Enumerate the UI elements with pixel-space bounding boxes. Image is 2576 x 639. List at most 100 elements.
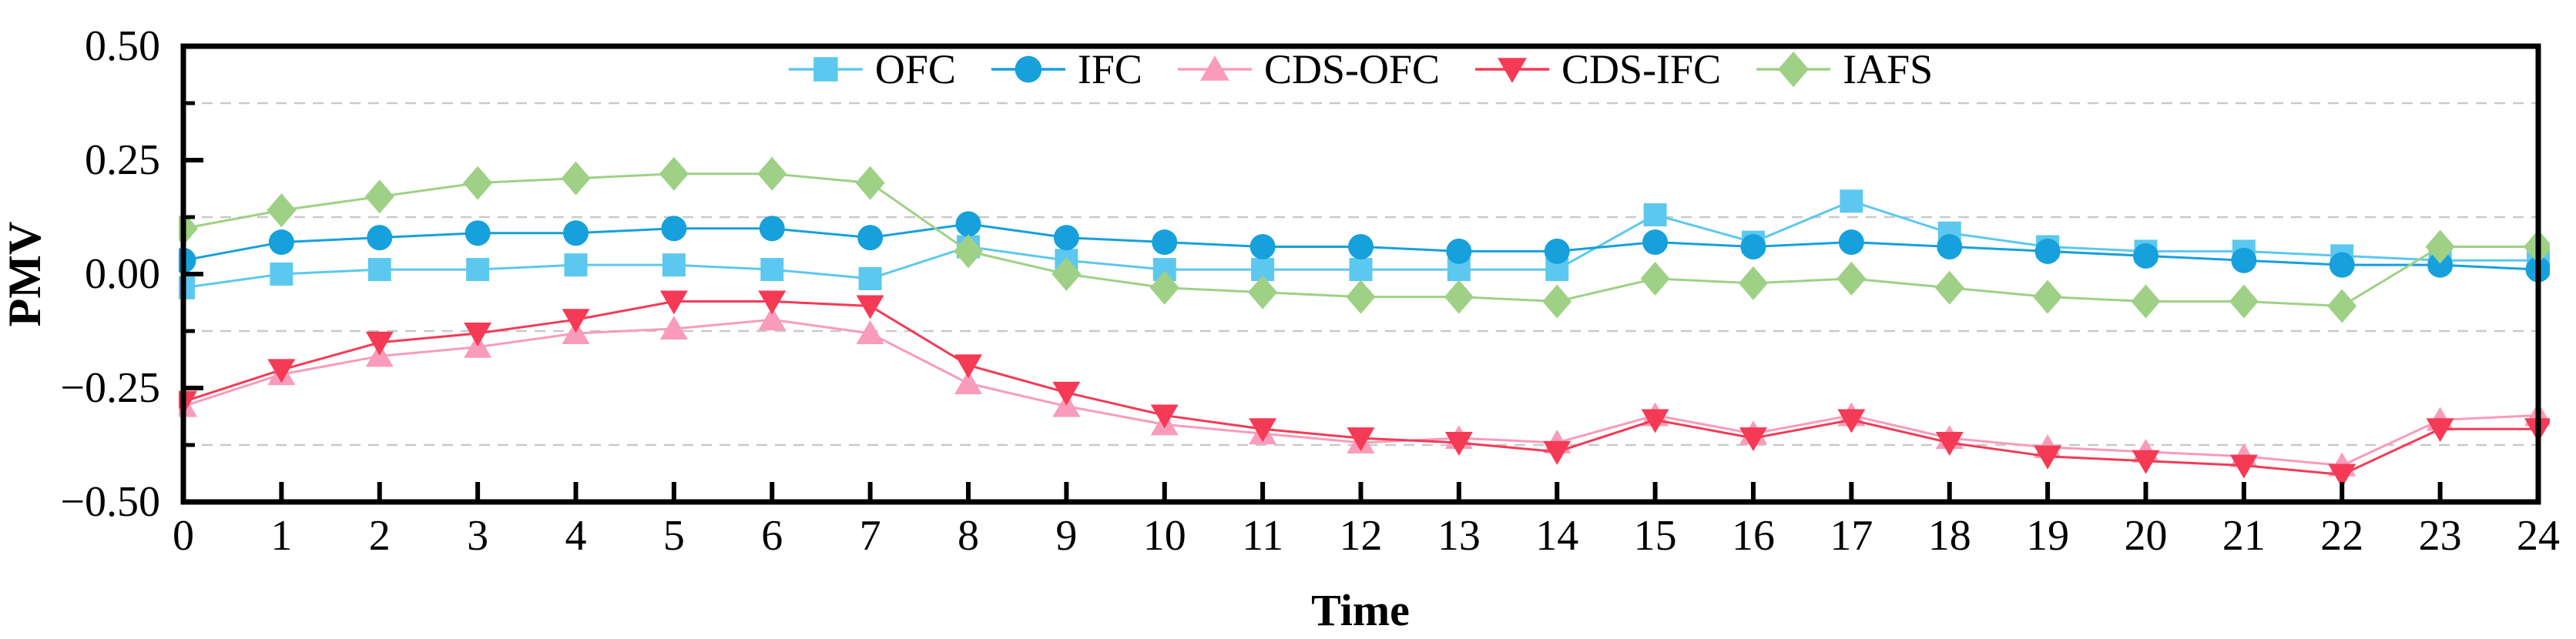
marker-triangle-down — [1498, 58, 1527, 83]
marker-triangle-up — [659, 316, 688, 340]
marker-triangle-down — [1444, 432, 1473, 457]
marker-triangle-down — [1347, 427, 1375, 452]
marker-circle — [563, 220, 589, 246]
marker-triangle-up — [856, 320, 884, 344]
marker-triangle-down — [2229, 454, 2258, 479]
axis-ticks — [181, 44, 2541, 504]
marker-diamond — [1640, 261, 1670, 296]
marker-diamond — [1934, 270, 1964, 305]
marker-triangle-up — [1200, 55, 1229, 81]
marker-circle — [2034, 238, 2061, 264]
marker-diamond — [1836, 261, 1867, 296]
marker-square — [813, 57, 838, 82]
marker-circle — [857, 225, 884, 251]
marker-triangle-down — [1150, 404, 1179, 429]
marker-circle — [367, 225, 393, 251]
marker-diamond — [2033, 279, 2063, 314]
x-axis-title: Time — [1311, 585, 1410, 635]
x-tick-label: 9 — [1055, 512, 1077, 560]
marker-circle — [1348, 233, 1374, 259]
marker-diamond — [1444, 279, 1474, 314]
marker-triangle-down — [1739, 427, 1767, 452]
y-tick-label: 0.25 — [85, 136, 160, 184]
marker-triangle-down — [954, 354, 982, 379]
marker-circle — [2133, 243, 2158, 269]
x-tick-label: 24 — [2517, 512, 2560, 560]
series-layer — [179, 156, 2550, 488]
marker-triangle-down — [2328, 463, 2356, 488]
x-tick-label: 16 — [1732, 512, 1775, 560]
marker-triangle-down — [267, 359, 296, 383]
y-tick-label: 0.50 — [85, 22, 160, 70]
marker-diamond — [1052, 257, 1082, 291]
marker-diamond — [2425, 229, 2455, 264]
marker-circle — [1642, 229, 1669, 256]
x-tick-label: 14 — [1535, 512, 1578, 560]
x-tick-label: 0 — [173, 512, 194, 560]
legend-item-ifc: IFC — [991, 46, 1142, 92]
legend-label: OFC — [875, 46, 956, 92]
marker-circle — [268, 229, 294, 256]
marker-triangle-up — [954, 370, 982, 395]
marker-diamond — [659, 156, 689, 191]
marker-square — [1349, 258, 1373, 282]
marker-square — [760, 258, 784, 282]
marker-square — [1643, 203, 1667, 227]
marker-triangle-down — [1641, 409, 1669, 433]
series-cds-ifc — [179, 290, 2550, 488]
marker-triangle-up — [758, 306, 787, 331]
x-tick-label: 12 — [1340, 512, 1383, 560]
legend-label: CDS-IFC — [1561, 46, 1721, 92]
marker-square — [270, 263, 293, 286]
marker-circle — [759, 216, 785, 242]
marker-diamond — [364, 179, 394, 214]
marker-diamond — [561, 161, 591, 196]
y-tick-label: −0.25 — [60, 364, 160, 412]
marker-circle — [465, 220, 491, 246]
marker-diamond — [757, 156, 787, 191]
marker-circle — [2329, 252, 2355, 278]
marker-circle — [1937, 233, 1963, 259]
marker-diamond — [2229, 284, 2259, 319]
marker-square — [564, 253, 588, 277]
marker-circle — [1838, 229, 1864, 256]
x-tick-label: 21 — [2222, 512, 2266, 560]
x-tick-label: 19 — [2026, 512, 2069, 560]
x-tick-label: 1 — [270, 512, 292, 560]
marker-diamond — [2131, 284, 2161, 319]
marker-diamond — [1739, 266, 1768, 300]
x-tick-label: 4 — [565, 512, 587, 560]
marker-triangle-down — [1052, 381, 1081, 406]
marker-triangle-down — [1249, 418, 1277, 443]
marker-diamond — [1346, 279, 1376, 314]
marker-circle — [1446, 238, 1472, 264]
x-tick-label: 20 — [2125, 512, 2168, 560]
legend-label: IAFS — [1843, 46, 1933, 92]
x-tick-label: 10 — [1143, 512, 1186, 560]
marker-circle — [1152, 229, 1178, 256]
marker-circle — [2427, 252, 2454, 278]
legend-item-iafs: IAFS — [1756, 46, 1933, 92]
marker-diamond — [2327, 289, 2357, 323]
x-tick-label: 13 — [1437, 512, 1481, 560]
marker-triangle-down — [365, 331, 394, 356]
legend-item-cds-ofc: CDS-OFC — [1177, 46, 1440, 92]
legend-item-cds-ifc: CDS-IFC — [1475, 46, 1721, 92]
marker-square — [466, 258, 490, 282]
x-tick-label: 15 — [1634, 512, 1677, 560]
legend-label: CDS-OFC — [1264, 46, 1440, 92]
x-tick-label: 18 — [1928, 512, 1971, 560]
legend: OFC IFC CDS-OFC CDS-IFC IAFS — [788, 46, 1933, 92]
marker-triangle-down — [2426, 418, 2454, 443]
marker-triangle-down — [1543, 440, 1571, 465]
marker-square — [662, 253, 686, 277]
x-tick-label: 23 — [2419, 512, 2462, 560]
tick-labels: 0.500.250.00−0.25−0.500 1 2 3 4 5 6 7 8 9 10 11 12 13… — [60, 22, 2560, 560]
marker-triangle-down — [758, 290, 787, 315]
marker-circle — [1544, 238, 1570, 264]
marker-diamond — [463, 166, 493, 200]
marker-diamond — [1542, 284, 1572, 319]
x-tick-label: 8 — [958, 512, 979, 560]
marker-diamond — [954, 234, 983, 269]
